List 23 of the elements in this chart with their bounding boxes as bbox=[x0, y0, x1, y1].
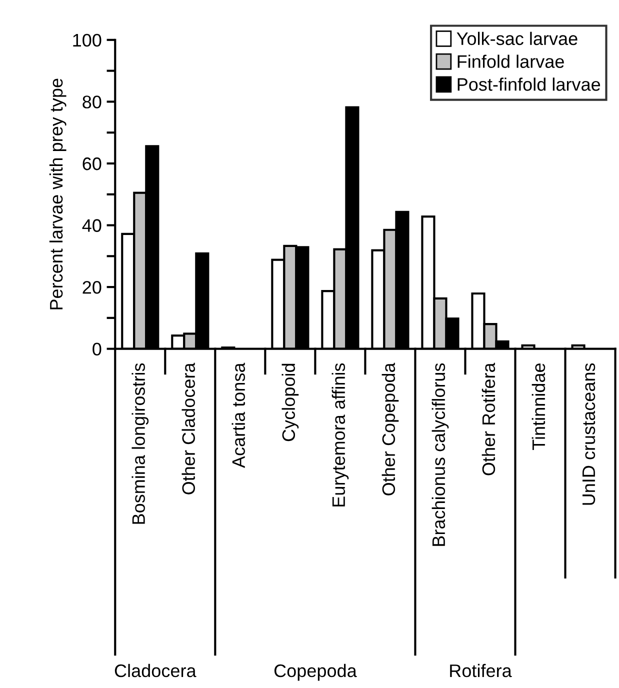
y-tick-label: 80 bbox=[82, 96, 102, 108]
x-tick-label: Cyclopoid bbox=[282, 364, 299, 442]
y-axis-title: Percent larvae with prey type bbox=[49, 78, 66, 310]
x-tick-label: Bosmina longirostris bbox=[132, 363, 149, 524]
text: Cladocera bbox=[114, 664, 196, 678]
x-tick-label: Brachionus calyciflorus bbox=[432, 363, 449, 546]
text: Copepoda bbox=[274, 664, 357, 681]
legend-label: Post-finfold larvae bbox=[458, 78, 600, 91]
x-tick-label: UnID crustaceans bbox=[582, 363, 596, 505]
x-tick-label: Other Rotifera bbox=[482, 362, 496, 476]
legend-label: Yolk-sac larvae bbox=[456, 32, 578, 46]
x-tick-label: Tintinnidae bbox=[532, 364, 546, 450]
legend-label: Finfold larvae bbox=[458, 54, 564, 68]
y-tick-label: 20 bbox=[82, 280, 102, 294]
x-tick-label: Other Cladocera bbox=[182, 362, 196, 494]
y-tick-label: 40 bbox=[82, 219, 102, 232]
x-tick-label: Eurytemora affinis bbox=[332, 363, 349, 506]
y-tick-label: 0 bbox=[92, 342, 102, 356]
text: Rotifera bbox=[450, 664, 512, 678]
y-tick-label: 60 bbox=[82, 157, 102, 170]
x-tick-label: Acartia tonsa bbox=[232, 362, 246, 468]
y-tick-label: 100 bbox=[73, 34, 102, 47]
x-tick-label: Other Copepoda bbox=[382, 362, 399, 496]
